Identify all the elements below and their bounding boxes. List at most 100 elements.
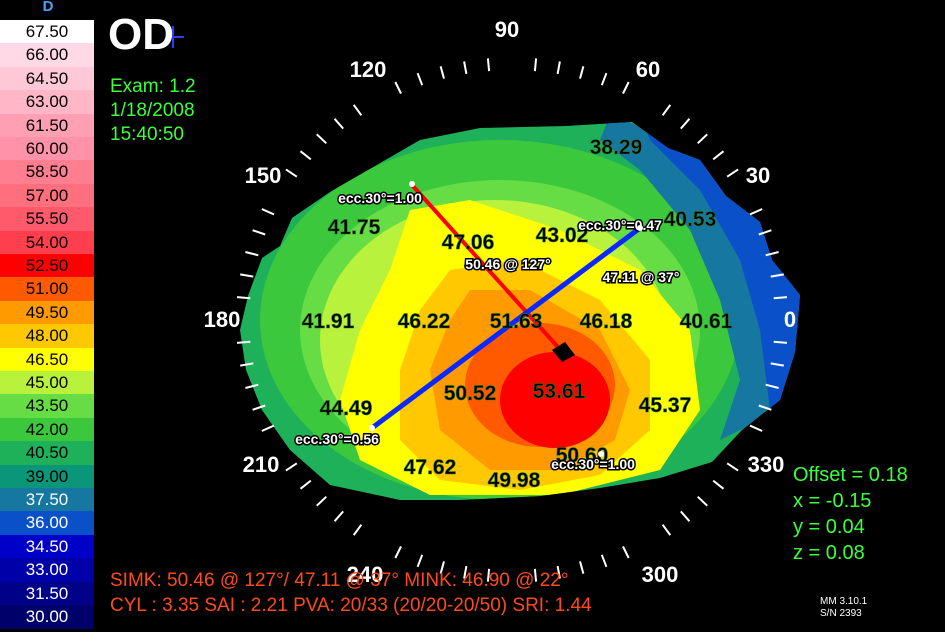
scale-row: 40.50: [0, 441, 94, 466]
steep-axis-value: 50.46 @ 127°: [465, 256, 550, 272]
flat-axis-value: 47.11 @ 37°: [603, 269, 680, 285]
scale-row: 46.50: [0, 347, 94, 372]
angle-tick: [352, 524, 363, 536]
angle-label-90: 90: [495, 17, 519, 42]
map-value: 41.75: [328, 216, 381, 239]
angle-tick: [236, 340, 251, 344]
angle-label-30: 30: [746, 163, 770, 188]
map-value: 47.06: [442, 231, 495, 254]
scale-row: 66.00: [0, 43, 94, 68]
angle-tick: [749, 424, 763, 432]
angle-label-60: 60: [636, 57, 660, 82]
axis-endpoint: [409, 181, 415, 187]
cyl-summary: CYL : 3.35 SAI : 2.21 PVA: 20/33 (20/20-…: [110, 595, 592, 616]
ecc-label-top-right: ecc.30°=0.47: [578, 217, 662, 233]
angle-label-180: 180: [204, 307, 241, 332]
angle-tick: [680, 510, 691, 522]
angle-label-330: 330: [748, 452, 785, 477]
map-value: 50.52: [444, 382, 497, 405]
scale-row: 60.00: [0, 137, 94, 161]
axis-endpoint: [369, 425, 375, 431]
map-value: 49.98: [488, 469, 541, 492]
axis-endpoint: [598, 451, 604, 457]
map-surface: [240, 122, 800, 500]
axis-endpoint: [637, 225, 643, 231]
angle-tick: [661, 524, 672, 536]
angle-tick: [463, 61, 468, 75]
angle-tick: [316, 133, 327, 145]
angle-tick: [556, 565, 561, 579]
angle-tick: [770, 362, 784, 367]
scale-row: 64.50: [0, 66, 94, 91]
angle-label-300: 300: [642, 562, 679, 587]
scale-row: 36.00: [0, 511, 94, 536]
map-value: 46.18: [580, 310, 633, 333]
angle-tick: [726, 462, 739, 472]
angle-tick: [316, 495, 327, 507]
angle-tick: [285, 168, 298, 178]
scale-row: 48.00: [0, 324, 94, 349]
angle-tick: [439, 66, 445, 79]
scale-row: 54.00: [0, 230, 94, 255]
angle-tick: [416, 72, 424, 86]
angle-tick: [600, 72, 608, 86]
ecc-label-top-left: ecc.30°=1.00: [338, 190, 422, 206]
angle-tick: [394, 546, 402, 559]
serial-label: S/N 2393: [820, 608, 862, 619]
angle-tick: [252, 404, 266, 411]
map-value: 53.61: [533, 380, 586, 403]
angle-tick: [697, 133, 708, 145]
angle-tick: [661, 104, 672, 116]
scale-row: 51.00: [0, 277, 94, 302]
angle-tick: [579, 561, 585, 574]
scale-row: 49.50: [0, 300, 94, 325]
ecc-label-bottom-left: ecc.30°=0.56: [295, 431, 379, 447]
cursor-marker: [172, 26, 174, 48]
angle-tick: [697, 495, 708, 507]
angle-tick: [439, 561, 445, 574]
scale-row: 57.00: [0, 183, 94, 208]
scale-row: 43.50: [0, 394, 94, 419]
version-label: MM 3.10.1: [820, 596, 868, 607]
angle-tick: [261, 424, 275, 432]
map-value: 40.61: [680, 310, 733, 333]
scale-row: 67.50: [0, 20, 94, 44]
angle-label-240: 240: [347, 562, 384, 587]
apex-marker: [552, 342, 575, 362]
map-value: 43.02: [536, 224, 589, 247]
angle-tick: [712, 150, 725, 161]
offset-z: z = 0.08: [793, 542, 865, 564]
scale-row: 63.00: [0, 90, 94, 115]
angle-tick: [758, 404, 772, 411]
angle-tick: [765, 251, 779, 257]
scale-row: 31.50: [0, 581, 94, 606]
exam-label: Exam: 1.2: [110, 76, 196, 97]
ecc-label-bottom-right: ecc.30°=1.00: [551, 456, 635, 472]
exam-date: 1/18/2008: [110, 100, 195, 121]
offset-value: Offset = 0.18: [793, 464, 908, 486]
angle-label-210: 210: [243, 452, 280, 477]
angle-tick: [758, 229, 772, 236]
map-value: 50.60: [556, 444, 609, 467]
steep-axis-line: [410, 183, 567, 357]
flat-axis-line: [370, 225, 642, 431]
scale-row: 33.00: [0, 558, 94, 583]
scale-row: 61.50: [0, 113, 94, 138]
angle-tick: [773, 296, 788, 300]
angle-tick: [556, 61, 561, 75]
scale-row: 30.00: [0, 605, 94, 629]
angle-tick: [352, 104, 363, 116]
map-value: 38.29: [590, 136, 643, 159]
angle-tick: [622, 81, 630, 94]
offset-y: y = 0.04: [793, 516, 865, 538]
angle-tick: [486, 568, 491, 582]
map-value: 40.53: [664, 208, 717, 231]
angle-tick: [394, 81, 402, 94]
scale-unit-label: D: [42, 0, 54, 15]
scale-row: 58.50: [0, 160, 94, 185]
scale-row: 55.50: [0, 207, 94, 232]
angle-tick: [749, 208, 763, 216]
scale-row: 45.00: [0, 371, 94, 395]
angle-tick: [726, 168, 739, 178]
scale-row: 52.50: [0, 254, 94, 278]
